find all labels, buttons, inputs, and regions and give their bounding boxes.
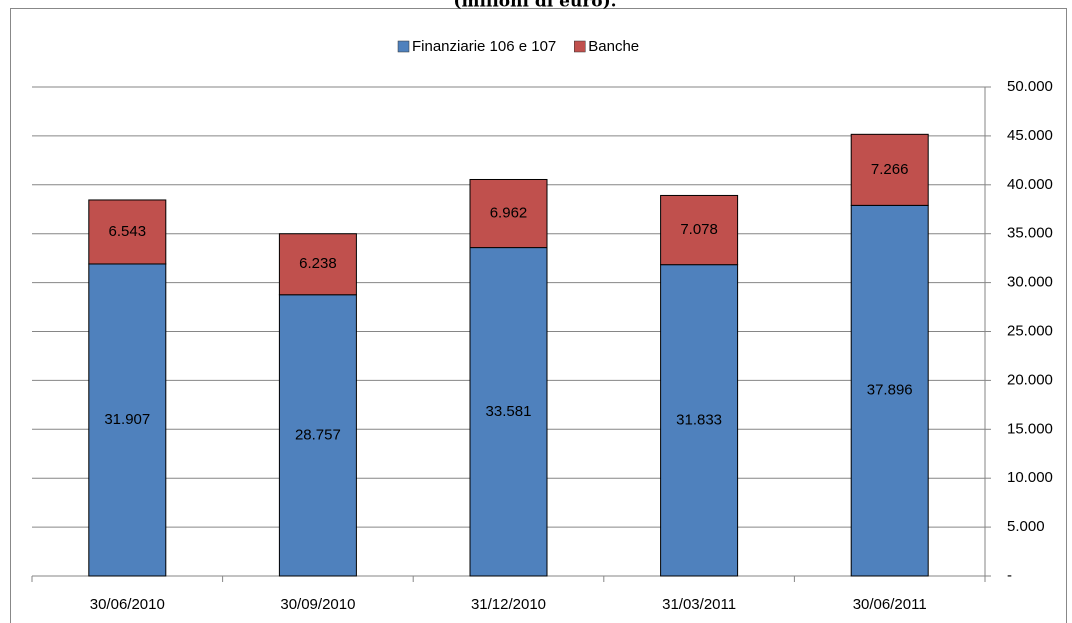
data-label: 33.581 (486, 403, 532, 420)
bar-segment (660, 264, 739, 577)
bar-segment (278, 294, 357, 577)
legend-swatch (397, 40, 410, 53)
data-label: 6.962 (490, 205, 528, 222)
data-label: 6.543 (109, 223, 147, 240)
chart-title: (milioni di euro). (453, 0, 616, 12)
y-tick-label: 50.000 (1007, 78, 1053, 95)
data-label: 31.833 (676, 411, 722, 428)
bar-segment (850, 204, 929, 577)
bar-segment (88, 199, 167, 265)
x-tick-label: 30/09/2010 (280, 596, 355, 613)
bar-segment (469, 178, 548, 249)
legend-label: Banche (588, 38, 639, 55)
title-backdrop (515, 0, 715, 8)
y-tick-label: 20.000 (1007, 371, 1053, 388)
y-tick-label: 30.000 (1007, 274, 1053, 291)
bar-segment (850, 133, 929, 206)
bar-segment (88, 263, 167, 577)
y-tick-label: 45.000 (1007, 127, 1053, 144)
x-tick-label: 31/03/2011 (662, 596, 736, 613)
x-tick-label: 31/12/2010 (471, 596, 546, 613)
y-tick-label: 5.000 (1007, 518, 1045, 535)
data-label: 7.266 (871, 161, 909, 178)
y-tick-label: - (1007, 567, 1012, 584)
data-label: 28.757 (295, 426, 341, 443)
y-tick-label: 40.000 (1007, 176, 1053, 193)
legend-label: Finanziarie 106 e 107 (412, 38, 556, 55)
bar-segment (660, 194, 739, 266)
y-tick-label: 10.000 (1007, 469, 1053, 486)
y-tick-label: 25.000 (1007, 322, 1053, 339)
bar-segment (469, 247, 548, 577)
data-label: 31.907 (104, 411, 150, 428)
x-tick-label: 30/06/2010 (90, 596, 165, 613)
legend-swatch (574, 40, 586, 53)
data-label: 37.896 (867, 382, 913, 399)
y-tick-label: 15.000 (1007, 420, 1053, 437)
bar-segment (278, 233, 357, 296)
x-tick-label: 30/06/2011 (853, 596, 927, 613)
data-label: 7.078 (680, 221, 718, 238)
y-tick-label: 35.000 (1007, 225, 1053, 242)
data-label: 6.238 (299, 255, 337, 272)
